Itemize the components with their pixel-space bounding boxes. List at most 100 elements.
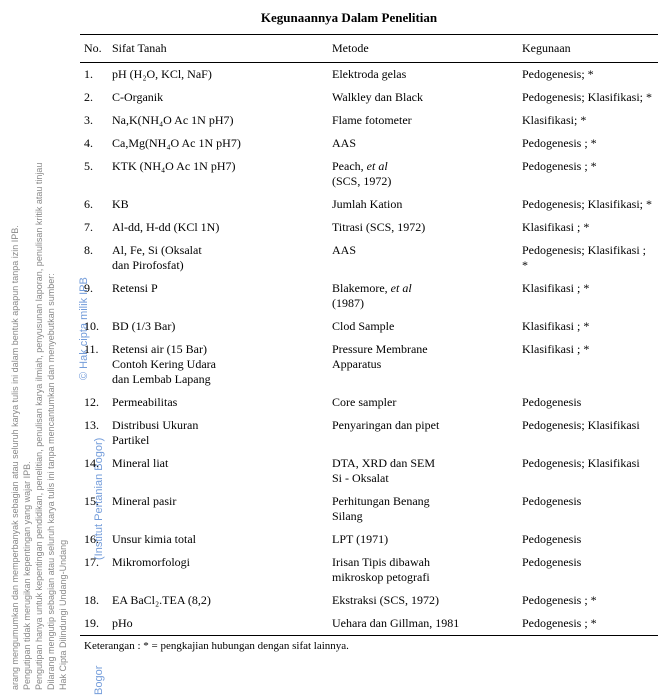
cell-sifat: Mineral liat xyxy=(108,452,328,490)
cell-metode: Flame fotometer xyxy=(328,109,518,132)
footnote-row: Keterangan : * = pengkajian hubungan den… xyxy=(80,636,658,658)
table-row: 17.MikromorfologiIrisan Tipis dibawahmik… xyxy=(80,551,658,589)
table-header-row: No. Sifat Tanah Metode Kegunaan xyxy=(80,35,658,63)
cell-metode: Peach, et al(SCS, 1972) xyxy=(328,155,518,193)
cell-no: 16. xyxy=(80,528,108,551)
cell-no: 1. xyxy=(80,63,108,87)
header-metode: Metode xyxy=(328,35,518,63)
cell-no: 17. xyxy=(80,551,108,589)
table-title: Kegunaannya Dalam Penelitian xyxy=(40,10,658,26)
cell-kegunaan: Pedogenesis ; * xyxy=(518,612,658,636)
data-table: No. Sifat Tanah Metode Kegunaan 1.pH (H₂… xyxy=(80,34,658,658)
cell-no: 8. xyxy=(80,239,108,277)
cell-sifat: KB xyxy=(108,193,328,216)
cell-kegunaan: Pedogenesis; Klasifikasi xyxy=(518,414,658,452)
cell-metode: Blakemore, et al(1987) xyxy=(328,277,518,315)
page-content: Kegunaannya Dalam Penelitian No. Sifat T… xyxy=(0,0,668,668)
cell-no: 3. xyxy=(80,109,108,132)
table-row: 12.PermeabilitasCore samplerPedogenesis xyxy=(80,391,658,414)
cell-kegunaan: Pedogenesis; Klasifikasi xyxy=(518,452,658,490)
cell-no: 10. xyxy=(80,315,108,338)
cell-no: 5. xyxy=(80,155,108,193)
cell-kegunaan: Pedogenesis; Klasifikasi; * xyxy=(518,86,658,109)
table-row: 1.pH (H₂O, KCl, NaF)Elektroda gelasPedog… xyxy=(80,63,658,87)
table-row: 14.Mineral liatDTA, XRD dan SEMSi - Oksa… xyxy=(80,452,658,490)
table-row: 7.Al-dd, H-dd (KCl 1N)Titrasi (SCS, 1972… xyxy=(80,216,658,239)
cell-metode: Clod Sample xyxy=(328,315,518,338)
cell-sifat: Mineral pasir xyxy=(108,490,328,528)
cell-sifat: Al, Fe, Si (Oksalatdan Pirofosfat) xyxy=(108,239,328,277)
cell-kegunaan: Pedogenesis xyxy=(518,551,658,589)
cell-sifat: Permeabilitas xyxy=(108,391,328,414)
cell-sifat: C-Organik xyxy=(108,86,328,109)
footnote-text: Keterangan : * = pengkajian hubungan den… xyxy=(80,636,658,658)
table-row: 19.pHoUehara dan Gillman, 1981Pedogenesi… xyxy=(80,612,658,636)
table-row: 6.KBJumlah KationPedogenesis; Klasifikas… xyxy=(80,193,658,216)
cell-sifat: Unsur kimia total xyxy=(108,528,328,551)
cell-sifat: Distribusi UkuranPartikel xyxy=(108,414,328,452)
cell-metode: Core sampler xyxy=(328,391,518,414)
table-row: 15.Mineral pasirPerhitungan BenangSilang… xyxy=(80,490,658,528)
table-row: 4.Ca,Mg(NH₄O Ac 1N pH7)AASPedogenesis ; … xyxy=(80,132,658,155)
cell-sifat: Al-dd, H-dd (KCl 1N) xyxy=(108,216,328,239)
header-kegunaan: Kegunaan xyxy=(518,35,658,63)
header-no: No. xyxy=(80,35,108,63)
cell-kegunaan: Pedogenesis ; * xyxy=(518,155,658,193)
cell-kegunaan: Klasifikasi ; * xyxy=(518,277,658,315)
cell-sifat: pH (H₂O, KCl, NaF) xyxy=(108,63,328,87)
cell-sifat: Retensi P xyxy=(108,277,328,315)
cell-metode: Jumlah Kation xyxy=(328,193,518,216)
table-row: 13.Distribusi UkuranPartikelPenyaringan … xyxy=(80,414,658,452)
cell-sifat: BD (1/3 Bar) xyxy=(108,315,328,338)
cell-kegunaan: Pedogenesis; Klasifikasi; * xyxy=(518,193,658,216)
table-row: 16.Unsur kimia totalLPT (1971)Pedogenesi… xyxy=(80,528,658,551)
cell-metode: AAS xyxy=(328,132,518,155)
cell-no: 11. xyxy=(80,338,108,391)
cell-sifat: KTK (NH₄O Ac 1N pH7) xyxy=(108,155,328,193)
table-row: 8.Al, Fe, Si (Oksalatdan Pirofosfat)AASP… xyxy=(80,239,658,277)
header-sifat: Sifat Tanah xyxy=(108,35,328,63)
cell-kegunaan: Pedogenesis ; * xyxy=(518,589,658,612)
cell-sifat: Na,K(NH₄O Ac 1N pH7) xyxy=(108,109,328,132)
cell-sifat: pHo xyxy=(108,612,328,636)
cell-metode: Ekstraksi (SCS, 1972) xyxy=(328,589,518,612)
cell-kegunaan: Klasifikasi ; * xyxy=(518,216,658,239)
cell-sifat: Ca,Mg(NH₄O Ac 1N pH7) xyxy=(108,132,328,155)
cell-no: 13. xyxy=(80,414,108,452)
cell-no: 14. xyxy=(80,452,108,490)
cell-no: 6. xyxy=(80,193,108,216)
table-row: 18.EA BaCl₂.TEA (8,2)Ekstraksi (SCS, 197… xyxy=(80,589,658,612)
cell-metode: Titrasi (SCS, 1972) xyxy=(328,216,518,239)
cell-no: 12. xyxy=(80,391,108,414)
table-row: 2.C-OrganikWalkley dan BlackPedogenesis;… xyxy=(80,86,658,109)
cell-no: 7. xyxy=(80,216,108,239)
cell-kegunaan: Klasifikasi ; * xyxy=(518,315,658,338)
cell-metode: Penyaringan dan pipet xyxy=(328,414,518,452)
table-row: 3.Na,K(NH₄O Ac 1N pH7)Flame fotometerKla… xyxy=(80,109,658,132)
cell-kegunaan: Klasifikasi ; * xyxy=(518,338,658,391)
cell-kegunaan: Pedogenesis xyxy=(518,391,658,414)
cell-metode: Elektroda gelas xyxy=(328,63,518,87)
cell-kegunaan: Pedogenesis xyxy=(518,490,658,528)
cell-kegunaan: Pedogenesis xyxy=(518,528,658,551)
cell-no: 9. xyxy=(80,277,108,315)
cell-no: 15. xyxy=(80,490,108,528)
table-row: 10.BD (1/3 Bar)Clod SampleKlasifikasi ; … xyxy=(80,315,658,338)
cell-sifat: EA BaCl₂.TEA (8,2) xyxy=(108,589,328,612)
cell-metode: AAS xyxy=(328,239,518,277)
cell-metode: Uehara dan Gillman, 1981 xyxy=(328,612,518,636)
cell-no: 18. xyxy=(80,589,108,612)
cell-sifat: Retensi air (15 Bar)Contoh Kering Udarad… xyxy=(108,338,328,391)
table-row: 11.Retensi air (15 Bar)Contoh Kering Uda… xyxy=(80,338,658,391)
cell-kegunaan: Pedogenesis; Klasifikasi ; * xyxy=(518,239,658,277)
cell-metode: LPT (1971) xyxy=(328,528,518,551)
cell-no: 19. xyxy=(80,612,108,636)
cell-metode: Walkley dan Black xyxy=(328,86,518,109)
cell-kegunaan: Pedogenesis; * xyxy=(518,63,658,87)
cell-metode: Pressure MembraneApparatus xyxy=(328,338,518,391)
cell-metode: DTA, XRD dan SEMSi - Oksalat xyxy=(328,452,518,490)
cell-kegunaan: Pedogenesis ; * xyxy=(518,132,658,155)
cell-kegunaan: Klasifikasi; * xyxy=(518,109,658,132)
cell-metode: Irisan Tipis dibawahmikroskop petografi xyxy=(328,551,518,589)
cell-no: 2. xyxy=(80,86,108,109)
